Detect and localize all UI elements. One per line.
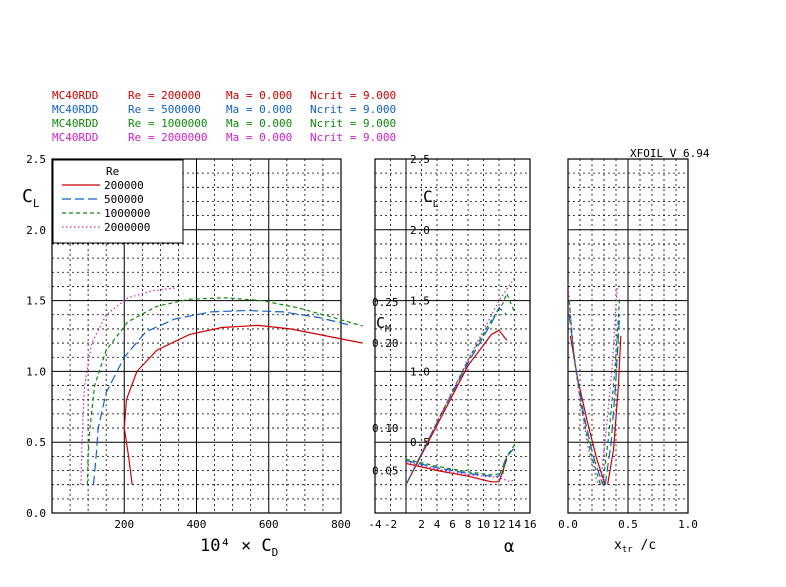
polar-x-axis-label: 10⁴ × CD bbox=[200, 536, 278, 559]
subscript: L bbox=[33, 197, 40, 210]
subscript: M bbox=[385, 324, 391, 335]
legend-title: Re bbox=[106, 165, 119, 178]
cl-alpha-series-line bbox=[405, 277, 515, 485]
run-header-field: Ncrit = 9.000 bbox=[310, 89, 396, 102]
run-header-field: Re = 500000 bbox=[128, 103, 201, 116]
alpha-axis-label: α bbox=[504, 537, 514, 557]
inner-cl-tick: 2.5 bbox=[410, 153, 430, 166]
y-tick-label: 2.0 bbox=[26, 224, 46, 237]
x-tick-label: 600 bbox=[259, 518, 279, 531]
polar-series-line bbox=[123, 324, 363, 485]
transition-lower-line bbox=[599, 286, 618, 485]
label-rest: /c bbox=[633, 538, 656, 553]
run-header-field: MC40RDD bbox=[52, 117, 98, 130]
run-header-field: MC40RDD bbox=[52, 103, 98, 116]
transition-lower-line bbox=[607, 335, 622, 485]
run-header-line: MC40RDD Re = 2000000 Ma = 0.000 Ncrit = 9.0… bbox=[52, 131, 396, 144]
run-header-line: MC40RDD Re = 200000 Ma = 0.000 Ncrit = 9.00… bbox=[52, 89, 396, 102]
x-tick-label: 1.0 bbox=[678, 518, 698, 531]
legend-entry: 200000 bbox=[104, 179, 144, 192]
y-tick-label: 0.5 bbox=[26, 436, 46, 449]
inner-cl-tick: 2.0 bbox=[410, 224, 430, 237]
run-header-field: Ma = 0.000 bbox=[226, 103, 292, 116]
x-tick-label: 400 bbox=[187, 518, 207, 531]
polar-frame bbox=[51, 158, 342, 514]
x-tick-label: -2 bbox=[384, 518, 397, 531]
run-header-field: Ncrit = 9.000 bbox=[310, 103, 396, 116]
cl-inner-label: CL bbox=[423, 187, 439, 210]
run-header-field: Re = 1000000 bbox=[128, 117, 207, 130]
run-header-field: Ncrit = 9.000 bbox=[310, 131, 396, 144]
run-header-line: MC40RDD Re = 1000000 Ma = 0.000 Ncrit = 9.0… bbox=[52, 117, 396, 130]
cm-tick-label: 0.10 bbox=[372, 422, 399, 435]
legend-box bbox=[52, 159, 184, 244]
polar-series-line bbox=[92, 309, 349, 485]
run-header-field: Ma = 0.000 bbox=[226, 117, 292, 130]
x-tick-label: 16 bbox=[523, 518, 536, 531]
y-tick-label: 2.5 bbox=[26, 153, 46, 166]
cm-tick-label: 0.05 bbox=[372, 465, 399, 478]
cm-tick-label: 0.25 bbox=[372, 296, 399, 309]
x-tick-label: -4 bbox=[368, 518, 382, 531]
x-tick-label: 4 bbox=[434, 518, 441, 531]
run-header-field: MC40RDD bbox=[52, 131, 98, 144]
transition-upper-line bbox=[569, 335, 606, 485]
x-tick-label: 8 bbox=[465, 518, 472, 531]
subscript: D bbox=[272, 546, 279, 559]
run-header-field: MC40RDD bbox=[52, 89, 98, 102]
y-tick-label: 0.0 bbox=[26, 507, 46, 520]
x-tick-label: 2 bbox=[418, 518, 425, 531]
run-header-field: Ma = 0.000 bbox=[226, 131, 292, 144]
cm-tick-label: 0.20 bbox=[372, 337, 399, 350]
x-tick-label: 12 bbox=[492, 518, 505, 531]
run-header-field: Ma = 0.000 bbox=[226, 89, 292, 102]
inner-cl-tick: 1.0 bbox=[410, 365, 430, 378]
inner-cl-tick: 1.5 bbox=[410, 295, 430, 308]
x-tick-label: 0.0 bbox=[558, 518, 578, 531]
legend-entry: 2000000 bbox=[104, 221, 150, 234]
polar-series-line bbox=[86, 297, 363, 485]
run-header-field: Ncrit = 9.000 bbox=[310, 117, 396, 130]
cm-alpha-series-line bbox=[405, 459, 508, 483]
subscript: tr bbox=[622, 545, 633, 555]
cm-axis-label: CM bbox=[376, 314, 391, 335]
cl-alpha-frame bbox=[374, 158, 531, 514]
x-tick-label: 800 bbox=[331, 518, 351, 531]
transition-lower-line bbox=[602, 297, 621, 485]
x-tick-label: 14 bbox=[508, 518, 522, 531]
version-label: XFOIL V 6.94 bbox=[630, 147, 710, 160]
cl-alpha-series-line bbox=[405, 291, 516, 485]
legend-entry: 500000 bbox=[104, 193, 144, 206]
x-tick-label: 6 bbox=[449, 518, 456, 531]
transition-frame bbox=[567, 158, 689, 514]
run-header-line: MC40RDD Re = 500000 Ma = 0.000 Ncrit = 9.00… bbox=[52, 103, 396, 116]
polar-y-axis-label: CL bbox=[22, 186, 40, 210]
x-tick-label: 10 bbox=[477, 518, 490, 531]
transition-upper-line bbox=[568, 300, 601, 485]
cm-alpha-series-line bbox=[405, 444, 515, 476]
run-header-field: Re = 200000 bbox=[128, 89, 201, 102]
y-tick-label: 1.0 bbox=[26, 365, 46, 378]
x-tick-label: 200 bbox=[114, 518, 134, 531]
transition-upper-line bbox=[567, 283, 599, 485]
subscript: L bbox=[433, 199, 439, 210]
run-header-field: Re = 2000000 bbox=[128, 131, 207, 144]
cl-alpha-series-line bbox=[405, 329, 508, 485]
x-tick-label: 0.5 bbox=[618, 518, 638, 531]
transition-lower-line bbox=[604, 314, 621, 485]
transition-x-axis-label: xtr /c bbox=[614, 538, 656, 555]
y-tick-label: 1.5 bbox=[26, 295, 46, 308]
cm-alpha-series-line bbox=[405, 447, 515, 477]
legend-entry: 1000000 bbox=[104, 207, 150, 220]
